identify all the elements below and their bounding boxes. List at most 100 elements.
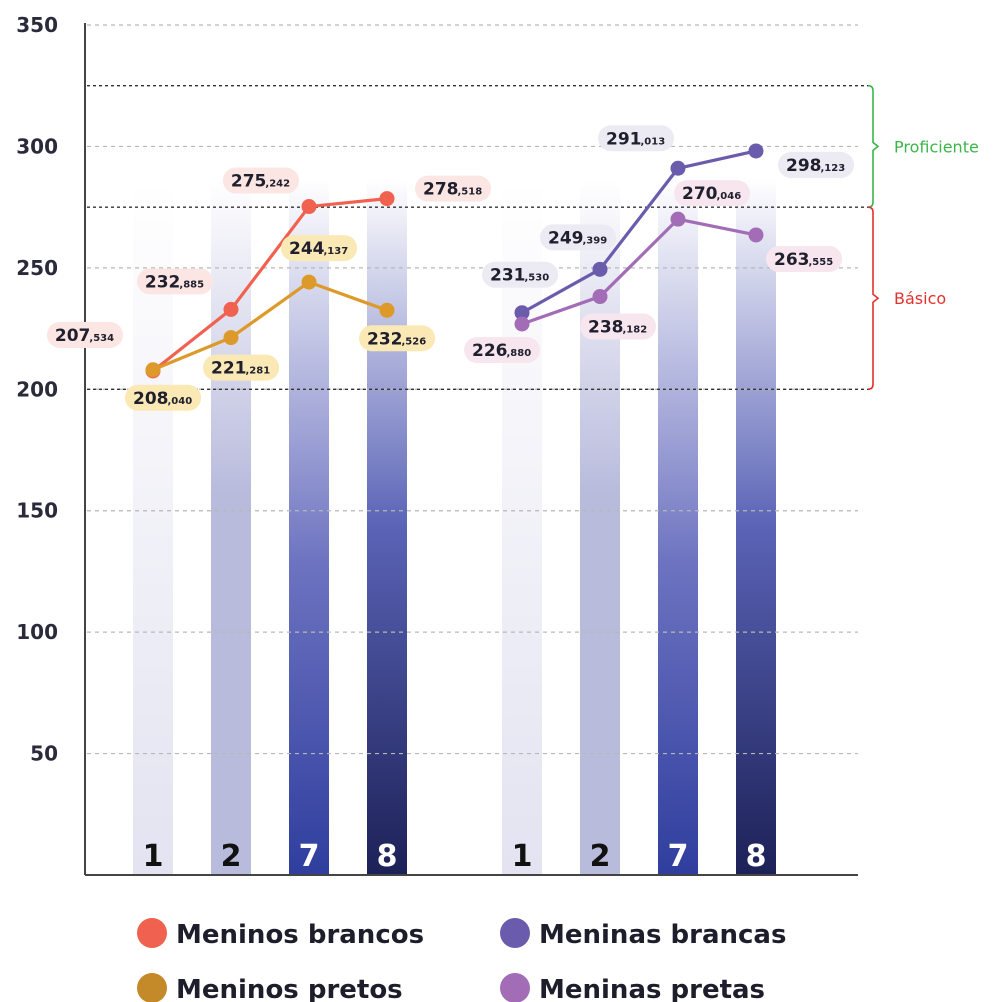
data-label-dec: ,518 [458, 187, 483, 198]
axes-layer [84, 23, 858, 876]
data-label-dec: ,046 [717, 191, 742, 202]
data-label: 263,555 [766, 245, 843, 272]
y-tick-label: 50 [30, 742, 58, 766]
data-label-int: 207 [55, 326, 91, 346]
data-label: 244,137 [281, 235, 358, 262]
data-label: 249,399 [540, 224, 617, 251]
band-label: Básico [894, 289, 946, 308]
category-bar [736, 180, 776, 875]
series-line [521, 217, 757, 326]
data-label-bg [203, 354, 280, 381]
data-label-bg [281, 235, 358, 262]
data-label-bg [540, 224, 617, 251]
legend-swatch [137, 918, 167, 948]
data-label-int: 275 [231, 172, 267, 192]
category-bar [133, 180, 173, 875]
category-label: 2 [590, 839, 611, 874]
data-label: 298,123 [778, 151, 855, 178]
data-point [670, 160, 686, 176]
data-point [379, 302, 395, 318]
data-label: 238,182 [580, 313, 657, 340]
data-label: 226,880 [464, 337, 541, 364]
data-label-int: 221 [211, 359, 247, 379]
data-label: 278,518 [415, 175, 492, 202]
category-bar [289, 180, 329, 875]
data-point [223, 301, 239, 317]
category-bar [367, 180, 407, 875]
data-label: 232,885 [136, 268, 213, 295]
band-bracket [867, 84, 880, 208]
data-label-bg [598, 125, 675, 152]
series-line [152, 280, 388, 372]
data-label-int: 226 [472, 341, 508, 361]
band-label: Proficiente [894, 137, 979, 156]
data-label-int: 238 [588, 318, 624, 338]
data-label: 270,046 [674, 180, 751, 207]
data-label-bg [464, 337, 541, 364]
y-tick-label: 300 [16, 134, 58, 158]
data-label-dec: ,123 [821, 163, 846, 174]
data-label: 232,526 [359, 325, 436, 352]
data-label-bg [482, 261, 559, 288]
category-label: 1 [512, 839, 533, 874]
data-label-dec: ,885 [179, 279, 204, 290]
legend: Meninos brancos Meninas brancas Meninos pr… [137, 918, 786, 1002]
category-label: 7 [668, 839, 689, 874]
data-point [301, 199, 317, 215]
bands-layer: Proficiente Básico [87, 84, 979, 391]
data-label-bg [125, 384, 202, 411]
data-label-int: 232 [367, 329, 403, 349]
category-label: 7 [299, 839, 320, 874]
data-label-dec: ,530 [525, 273, 550, 284]
category-bar [502, 180, 542, 875]
data-label: 208,040 [125, 384, 202, 411]
data-point [301, 274, 317, 290]
legend-label: Meninos brancos [176, 920, 424, 950]
data-point [748, 143, 764, 159]
data-label-dec: ,281 [246, 366, 271, 377]
legend-swatch [500, 973, 530, 1002]
data-label-dec: ,040 [168, 396, 193, 407]
data-label-bg [46, 321, 123, 348]
data-label: 221,281 [203, 354, 280, 381]
band-bracket [867, 206, 880, 391]
data-label-int: 232 [145, 272, 181, 292]
data-label: 275,242 [222, 167, 299, 194]
data-label-bg [674, 180, 751, 207]
lines-layer [145, 143, 764, 379]
data-label-bg [415, 175, 492, 202]
data-label-dec: ,880 [507, 348, 532, 359]
y-tick-label: 350 [16, 13, 58, 37]
data-label-dec: ,137 [324, 246, 349, 257]
legend-label: Meninas brancas [539, 920, 786, 950]
data-label-bg [766, 245, 843, 272]
data-label-int: 291 [606, 129, 642, 149]
legend-swatch [137, 973, 167, 1002]
data-label-dec: ,534 [89, 333, 114, 344]
data-label-dec: ,242 [265, 179, 290, 190]
data-label-int: 298 [786, 156, 822, 176]
data-label-dec: ,182 [623, 325, 648, 336]
data-point [748, 227, 764, 243]
data-point [514, 305, 530, 321]
data-label-bg [359, 325, 436, 352]
y-tick-label: 100 [16, 620, 58, 644]
legend-swatch [500, 918, 530, 948]
data-label-bg [136, 268, 213, 295]
category-label: 8 [746, 839, 767, 874]
data-label-int: 208 [133, 389, 169, 409]
data-label: 207,534 [46, 321, 123, 348]
data-label-dec: ,399 [583, 235, 608, 246]
data-label-int: 278 [423, 180, 459, 200]
series-line [152, 197, 388, 373]
data-label-dec: ,526 [402, 336, 427, 347]
data-point [145, 362, 161, 378]
data-point [223, 330, 239, 346]
category-label: 1 [143, 839, 164, 874]
data-label: 291,013 [598, 125, 675, 152]
data-point [379, 191, 395, 207]
data-label-int: 263 [774, 250, 810, 270]
